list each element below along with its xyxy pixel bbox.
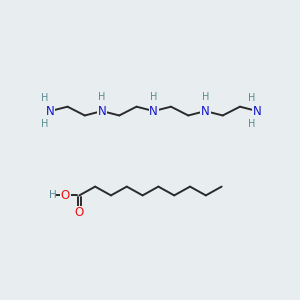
Text: N: N: [201, 105, 210, 118]
Text: H: H: [49, 190, 56, 200]
Text: N: N: [149, 105, 158, 118]
Text: H: H: [41, 93, 48, 103]
Text: H: H: [248, 119, 255, 130]
Text: H: H: [41, 119, 48, 130]
Text: O: O: [61, 189, 70, 202]
Text: H: H: [98, 92, 106, 102]
Text: N: N: [46, 105, 55, 118]
Text: O: O: [75, 206, 84, 219]
Text: H: H: [150, 92, 158, 102]
Text: N: N: [253, 105, 262, 118]
Text: N: N: [98, 105, 106, 118]
Text: H: H: [248, 93, 255, 103]
Text: H: H: [202, 92, 209, 102]
